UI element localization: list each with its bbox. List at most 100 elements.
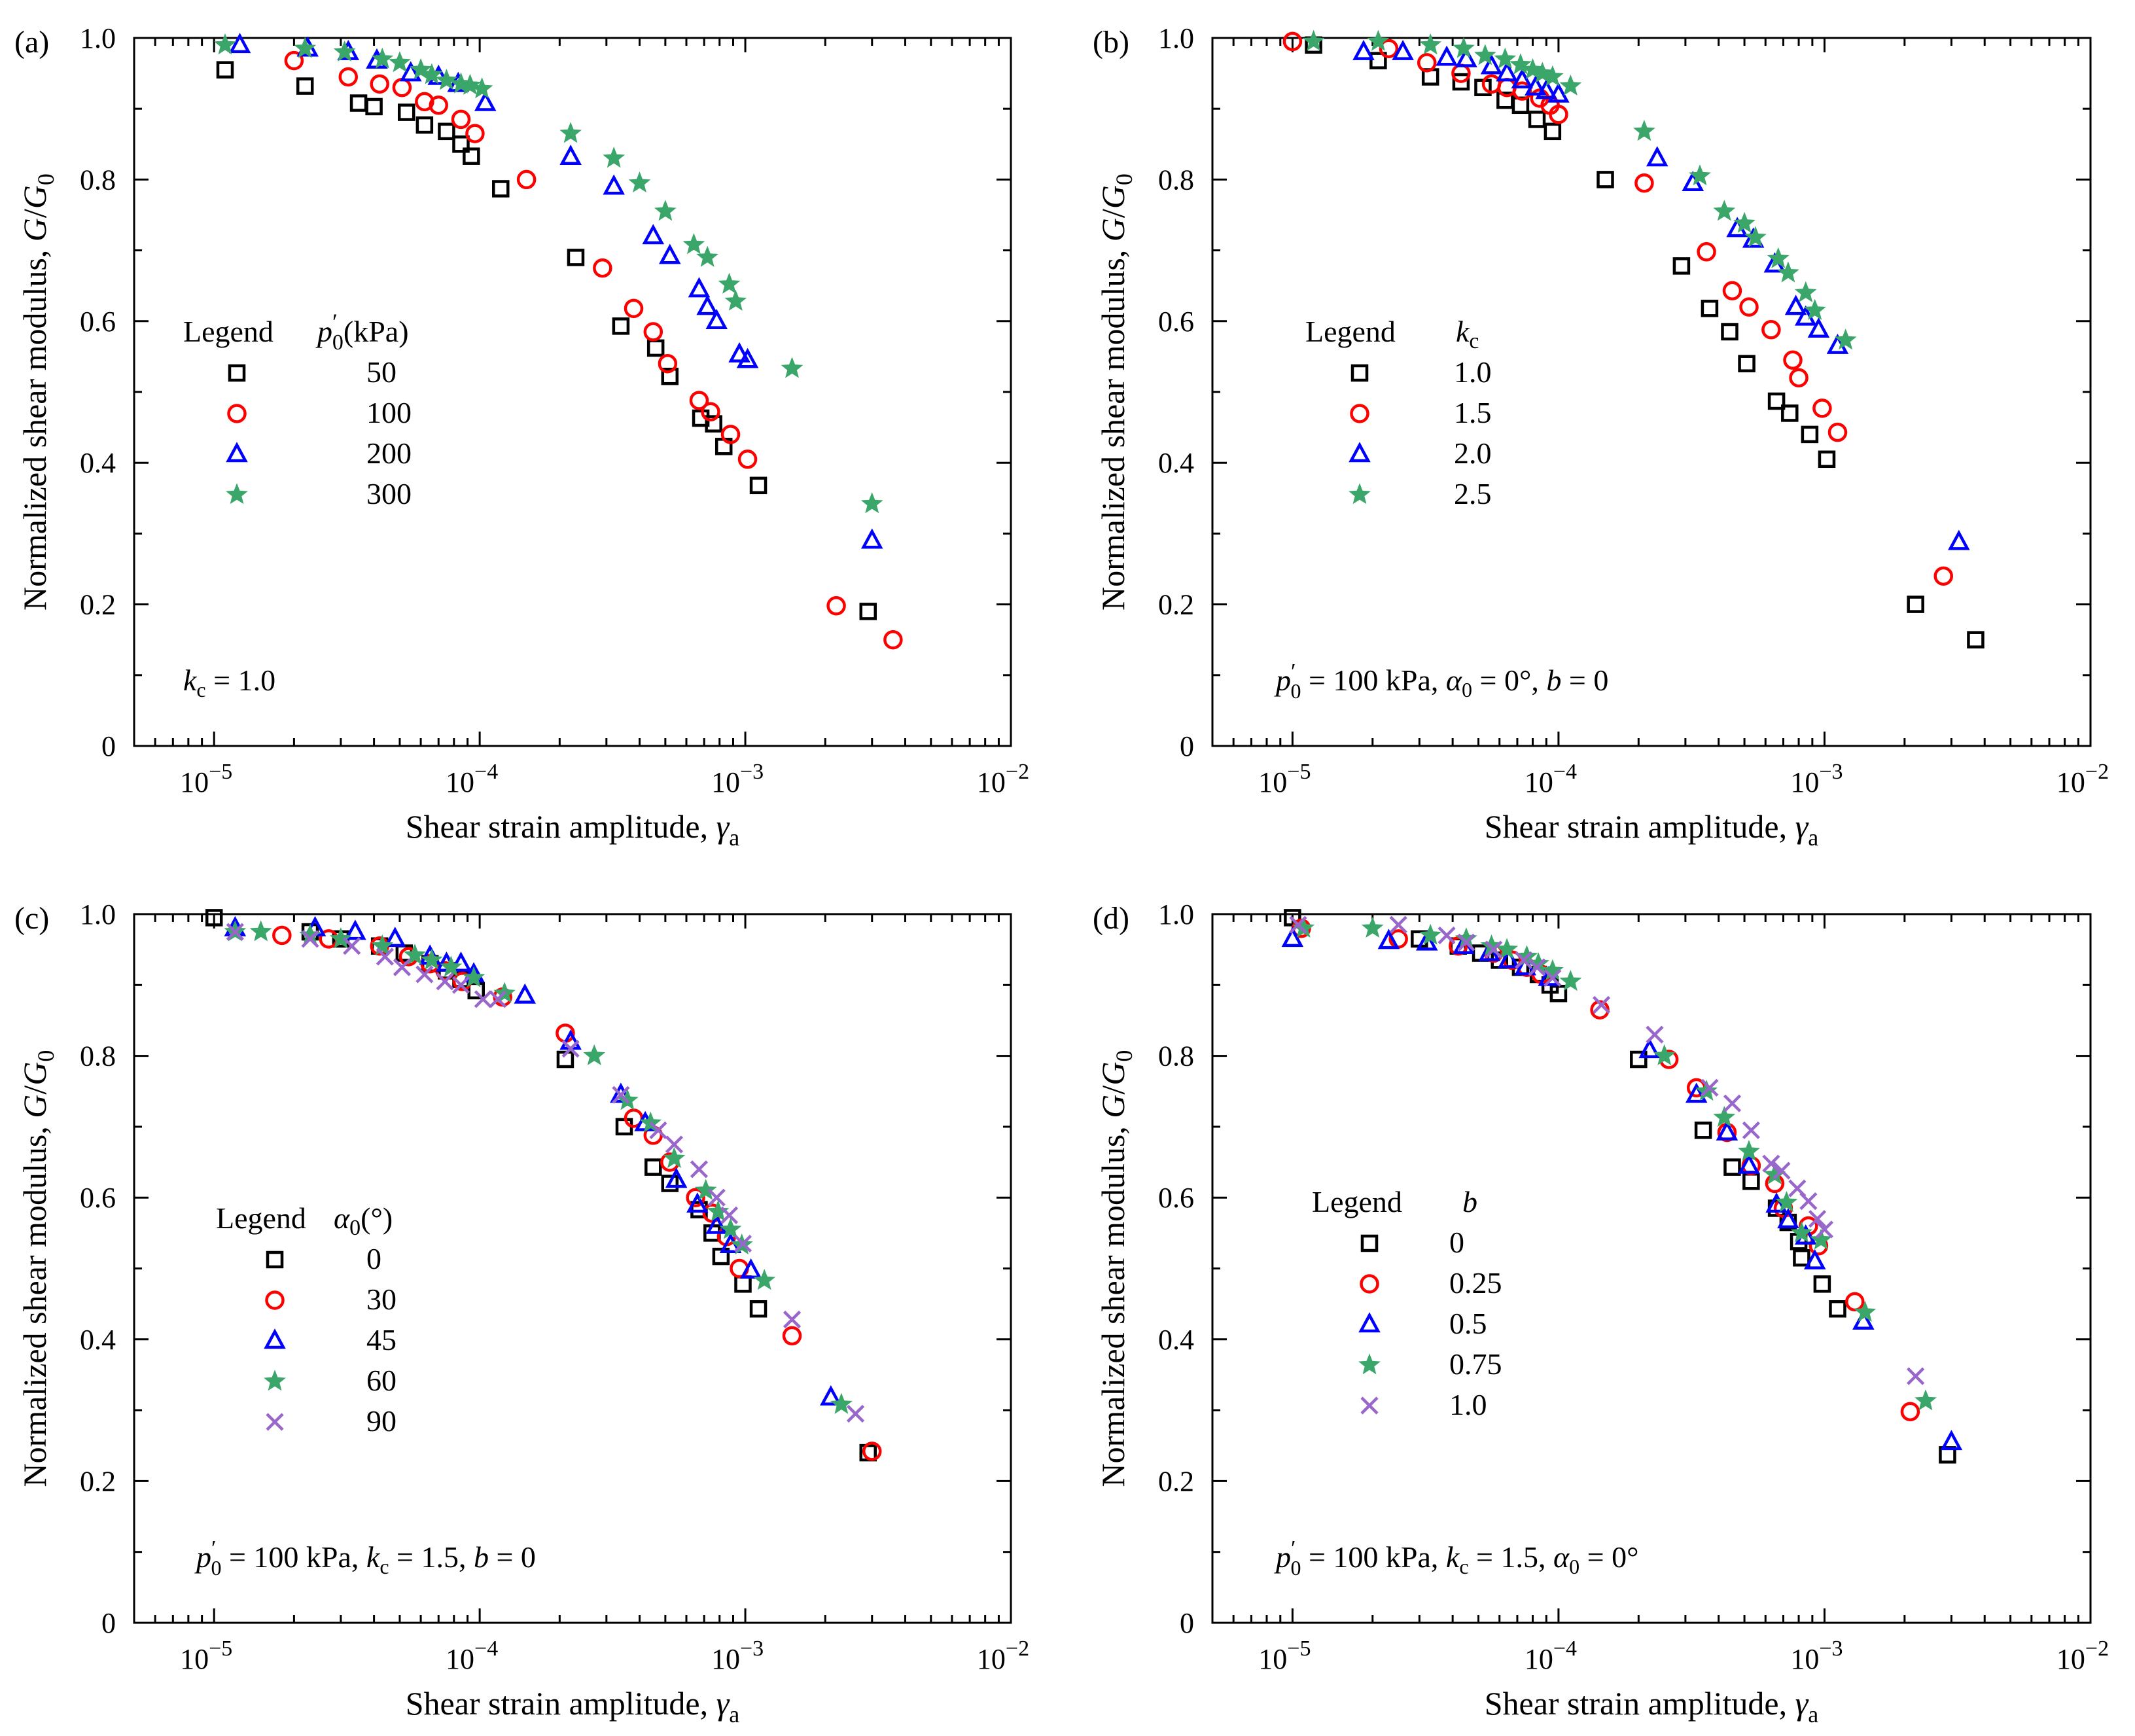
- legend-item: 1.5: [1350, 396, 1492, 429]
- data-point: [1535, 79, 1558, 99]
- data-point: [1632, 120, 1655, 141]
- data-point: [559, 145, 582, 166]
- data-point: [1744, 226, 1767, 247]
- data-point: [1531, 62, 1554, 83]
- legend-label: 0: [1449, 1226, 1464, 1259]
- data-point: [1369, 52, 1387, 69]
- data-point: [333, 40, 356, 62]
- x-tick-label: 10−4: [446, 1637, 498, 1675]
- series-300: [214, 33, 883, 514]
- series-2.5: [1302, 29, 1857, 350]
- x-tick-label: 10−2: [977, 760, 1029, 798]
- legend-label: 90: [366, 1404, 397, 1438]
- data-point: [1739, 297, 1759, 317]
- data-point: [603, 174, 625, 195]
- data-point: [1807, 317, 1830, 338]
- data-point: [1436, 45, 1458, 66]
- data-point: [1541, 959, 1564, 981]
- data-point: [1653, 1044, 1676, 1065]
- data-point: [1810, 1228, 1832, 1250]
- data-point: [514, 983, 537, 1004]
- data-point: [249, 920, 272, 942]
- panel-label: (c): [14, 901, 49, 936]
- series-2.0: [1352, 39, 1970, 550]
- data-point: [1803, 298, 1826, 320]
- data-point: [1793, 1249, 1810, 1267]
- tick-marks: [1211, 37, 2091, 747]
- data-point: [749, 1300, 768, 1318]
- y-tick-label: 0.6: [80, 306, 116, 338]
- data-point: [654, 200, 677, 221]
- data-point: [561, 1040, 580, 1058]
- data-point: [301, 930, 319, 948]
- data-point: [1528, 958, 1546, 976]
- data-point: [739, 1258, 762, 1279]
- series-1.5: [1282, 31, 1953, 586]
- data-point: [228, 33, 251, 54]
- data-point: [1480, 54, 1503, 75]
- data-point: [1302, 29, 1325, 51]
- data-point: [1713, 1106, 1736, 1127]
- x-tick-label: 10−2: [977, 1637, 1029, 1675]
- legend-param: kc: [1456, 315, 1479, 353]
- data-point: [452, 135, 470, 153]
- data-point: [1379, 39, 1399, 58]
- data-point: [1767, 247, 1790, 268]
- plot-frame: [133, 37, 1012, 747]
- data-point: [1544, 122, 1562, 141]
- data-point: [1697, 242, 1716, 262]
- x-tick-label: 10−3: [1790, 760, 1843, 798]
- series-0: [205, 909, 877, 1462]
- legend: Legend b 0 0.25 0.5 0.75 1.0: [1312, 1185, 1502, 1421]
- series-60: [224, 920, 853, 1414]
- legend-item: 100: [227, 396, 412, 429]
- legend-title: Legend: [1305, 315, 1396, 348]
- legend-item: 2.5: [1349, 477, 1492, 510]
- data-point: [1738, 1140, 1760, 1161]
- data-point: [463, 147, 480, 165]
- y-tick-label: 0.6: [80, 1182, 116, 1214]
- data-point: [720, 1206, 739, 1224]
- data-point: [1630, 1050, 1648, 1069]
- legend-marker: [1360, 1274, 1379, 1294]
- data-point: [862, 1442, 882, 1461]
- data-point: [376, 948, 394, 966]
- y-axis-label: Normalized shear modulus, G/G0: [1095, 1050, 1137, 1487]
- data-point: [1784, 294, 1807, 315]
- data-point: [371, 47, 394, 69]
- data-point: [1377, 929, 1400, 949]
- data-point: [1701, 300, 1719, 317]
- data-point: [420, 948, 443, 970]
- series-0.5: [1281, 927, 1963, 1451]
- data-point: [826, 596, 846, 616]
- legend-item: 60: [264, 1364, 397, 1397]
- data-point: [830, 1392, 853, 1414]
- data-point: [1733, 211, 1756, 233]
- data-point: [420, 63, 443, 84]
- y-tick-label: 1.0: [80, 22, 116, 54]
- x-axis-label: Shear strain amplitude, γa: [1485, 808, 1819, 851]
- data-point: [782, 1326, 802, 1346]
- data-point: [465, 124, 485, 143]
- data-point: [689, 391, 709, 410]
- data-point: [1789, 368, 1809, 388]
- legend-label: 1.0: [1449, 1388, 1487, 1421]
- data-point: [1834, 328, 1857, 350]
- data-point: [205, 909, 223, 927]
- legend-marker: [226, 442, 248, 463]
- data-point: [1907, 595, 1924, 613]
- plot-frame: [133, 913, 1012, 1624]
- data-point: [338, 67, 359, 87]
- legend-title: Legend: [183, 315, 273, 348]
- data-point: [1559, 970, 1582, 991]
- legend-label: 30: [366, 1283, 397, 1316]
- y-tick-label: 0: [1180, 1607, 1194, 1639]
- data-point: [642, 224, 665, 245]
- legend-label: 2.0: [1454, 436, 1492, 470]
- series-0.25: [1292, 918, 1920, 1422]
- legend-label: 50: [366, 355, 397, 389]
- data-point: [415, 965, 434, 983]
- data-point: [694, 1178, 717, 1200]
- legend-marker: [264, 1370, 286, 1391]
- data-point: [226, 923, 244, 941]
